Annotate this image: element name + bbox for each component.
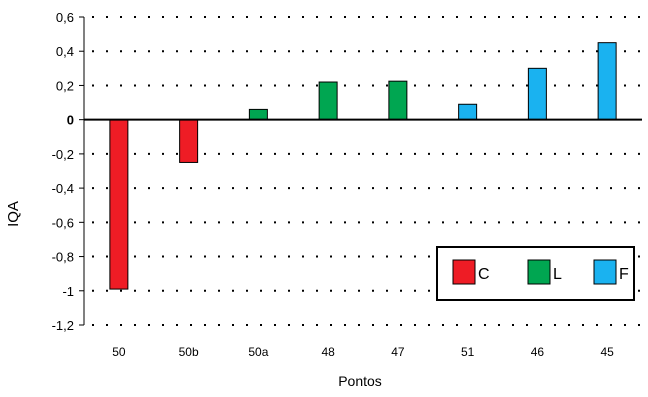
- x-tick-label: 46: [531, 345, 545, 359]
- y-tick-label: -1,2: [52, 318, 74, 333]
- y-tick-label: 0,2: [56, 78, 74, 93]
- x-axis-label: Pontos: [338, 373, 382, 389]
- x-tick-label: 50: [112, 345, 126, 359]
- bars: [109, 42, 617, 290]
- x-tick-label: 48: [321, 345, 335, 359]
- x-tick-labels: 50 50b 50a 48 47 51 46 45: [112, 345, 614, 359]
- y-tick-label: -0,2: [52, 147, 74, 162]
- y-axis-label: IQA: [5, 201, 22, 227]
- legend-swatch-C: [452, 259, 476, 285]
- bar-50: [109, 119, 129, 290]
- y-tick-label: -1: [62, 284, 74, 299]
- axes: [79, 16, 642, 326]
- x-tick-label: 51: [461, 345, 475, 359]
- x-tick-label: 50a: [248, 345, 268, 359]
- bar-50b: [179, 119, 199, 163]
- y-tick-label: -0,6: [52, 215, 74, 230]
- bar-48: [318, 81, 338, 121]
- x-tick-label: 50b: [179, 345, 199, 359]
- x-tick-label: 47: [391, 345, 405, 359]
- y-tick-label: 0,6: [56, 10, 74, 25]
- legend-label-F: F: [619, 266, 629, 283]
- y-tick-label: 0,4: [56, 44, 74, 59]
- x-tick-label: 45: [600, 345, 614, 359]
- legend-swatch-L: [527, 259, 551, 285]
- bar-50a: [248, 108, 268, 121]
- legend-swatch-F: [593, 259, 617, 285]
- bar-46: [527, 67, 547, 121]
- bar-45: [597, 42, 617, 121]
- y-tick-labels: 0,6 0,4 0,2 0 -0,2 -0,4 -0,6 -0,8 -1 -1,2: [52, 10, 74, 333]
- y-tick-label: -0,8: [52, 250, 74, 265]
- legend-label-L: L: [553, 266, 562, 283]
- y-tick-label: 0: [67, 113, 74, 128]
- y-tick-label: -0,4: [52, 181, 74, 196]
- legend-label-C: C: [478, 266, 490, 283]
- bar-47: [388, 80, 408, 121]
- bar-51: [458, 103, 478, 121]
